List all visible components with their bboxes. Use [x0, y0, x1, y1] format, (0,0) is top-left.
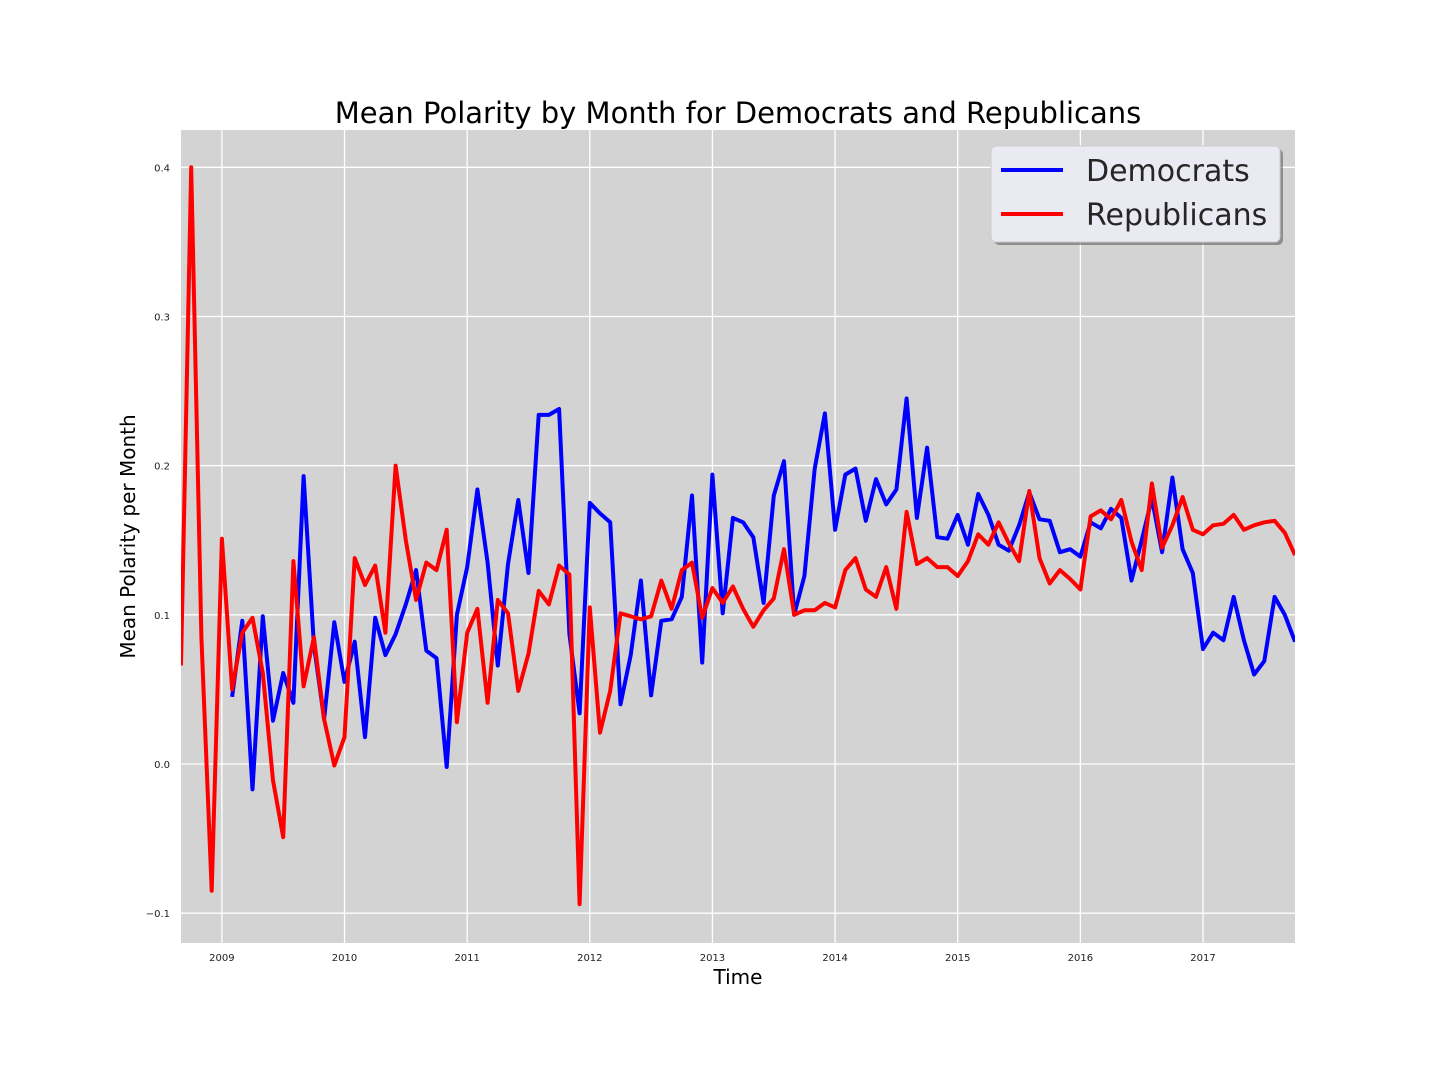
legend-box [990, 145, 1281, 243]
series-layer [181, 165, 1295, 907]
x-tick-label: 2017 [1190, 953, 1215, 964]
x-tick-label: 2012 [577, 953, 602, 964]
y-tick-label: 0.4 [154, 163, 170, 174]
y-tick-label: 0.1 [154, 611, 170, 622]
x-tick-label: 2013 [700, 953, 725, 964]
series-line-democrats [230, 396, 1295, 792]
series-line-republicans [181, 165, 1295, 907]
x-tick-label: 2011 [454, 953, 479, 964]
legend: Democrats Republicans [990, 145, 1283, 245]
x-tick-label: 2009 [209, 953, 234, 964]
y-axis-ticks: −0.1 0.0 0.1 0.2 0.3 0.4 [146, 163, 170, 920]
x-tick-label: 2014 [822, 953, 847, 964]
x-tick-label: 2015 [945, 953, 970, 964]
x-axis-label: Time [713, 965, 763, 989]
chart-title: Mean Polarity by Month for Democrats and… [335, 96, 1141, 130]
x-tick-label: 2010 [332, 953, 357, 964]
plot-area [181, 130, 1295, 943]
legend-label-republicans: Republicans [1086, 198, 1267, 233]
y-axis-label: Mean Polarity per Month [116, 414, 140, 658]
y-tick-label: 0.3 [154, 312, 170, 323]
x-tick-label: 2016 [1068, 953, 1093, 964]
x-axis-ticks: 2009 2010 2011 2012 2013 2014 2015 2016 2017 [209, 953, 1216, 964]
gridlines [181, 130, 1295, 943]
y-tick-label: 0.0 [154, 760, 170, 771]
y-tick-label: −0.1 [146, 909, 170, 920]
y-tick-label: 0.2 [154, 462, 170, 473]
legend-label-democrats: Democrats [1086, 154, 1250, 189]
